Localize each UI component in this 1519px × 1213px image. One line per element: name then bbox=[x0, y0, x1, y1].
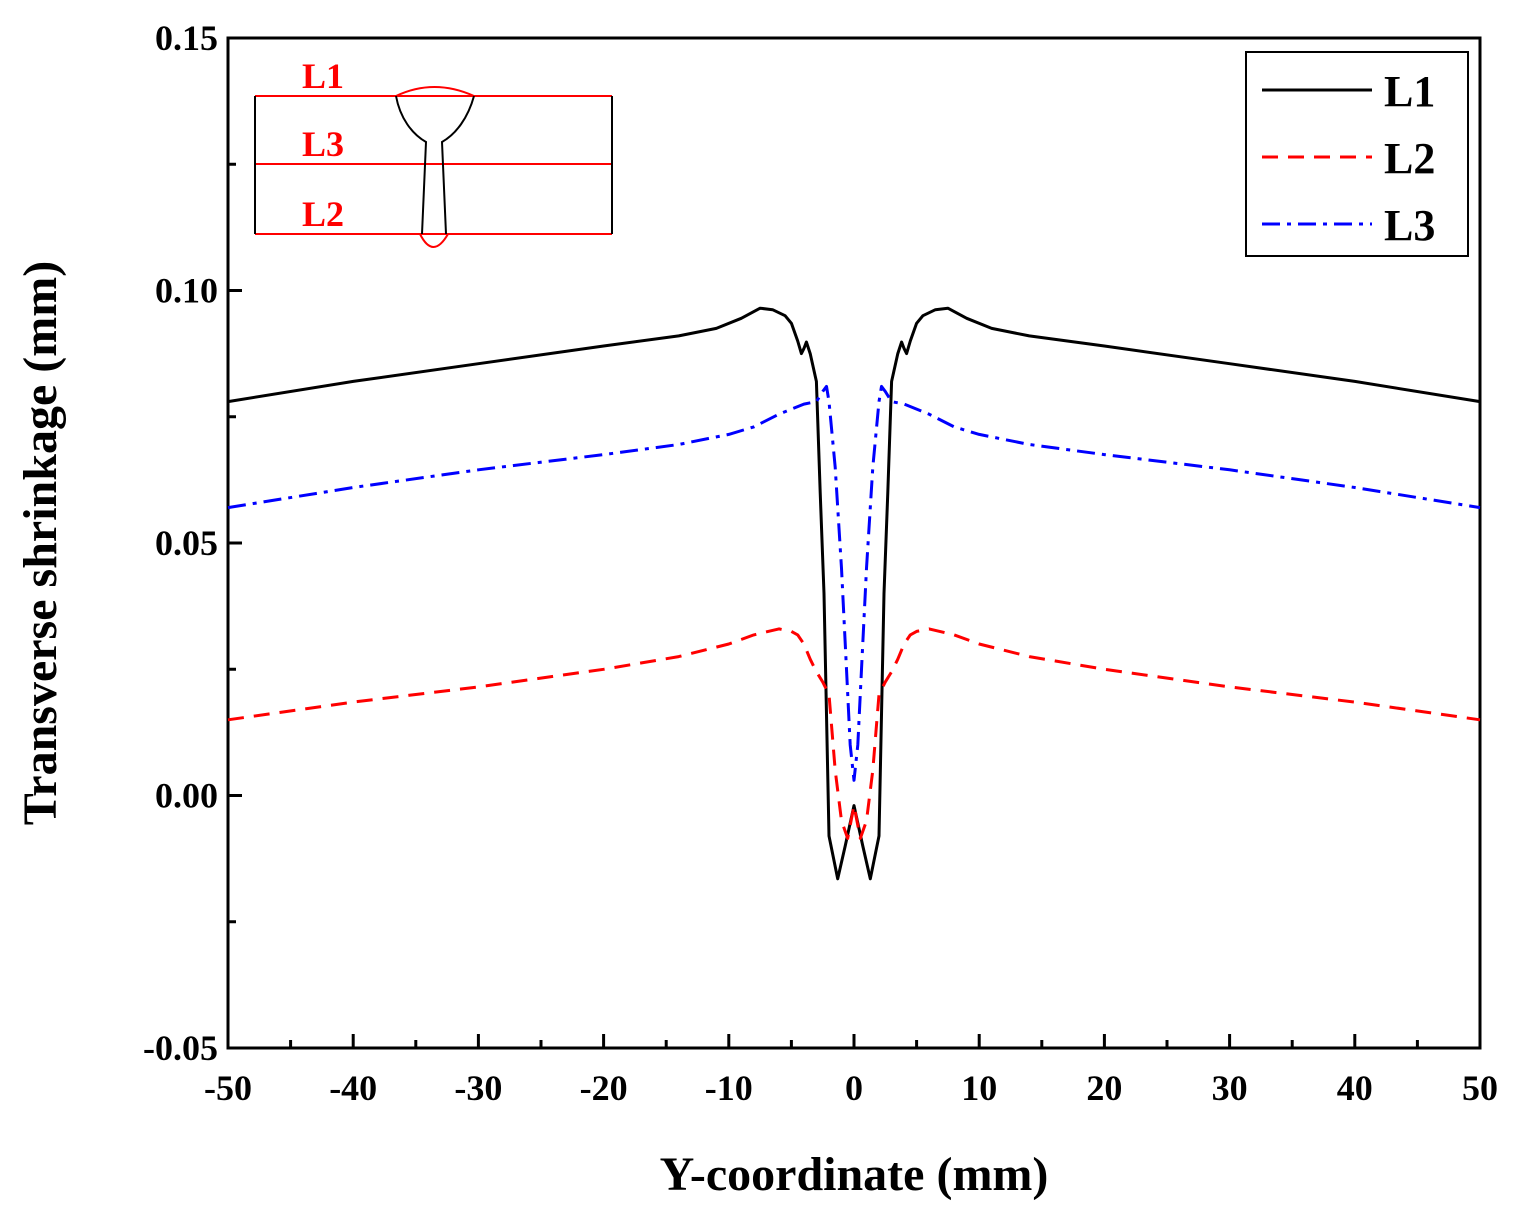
inset-label-l1: L1 bbox=[302, 56, 344, 96]
series-line-l1 bbox=[227, 306, 1481, 881]
weld-fusion-outline bbox=[395, 95, 475, 235]
weld-root-bulge bbox=[419, 233, 449, 248]
x-tick-label: 30 bbox=[1212, 1068, 1248, 1108]
legend-label-l3: L3 bbox=[1384, 201, 1435, 250]
series-line-l2 bbox=[227, 627, 1481, 840]
legend: L1 L2 L3 bbox=[1245, 51, 1469, 257]
legend-label-l2: L2 bbox=[1384, 134, 1435, 183]
y-axis: -0.05 0.00 0.05 0.10 0.15 bbox=[143, 18, 242, 1068]
y-tick-label: 0.10 bbox=[155, 271, 218, 311]
x-tick-label: 40 bbox=[1337, 1068, 1373, 1108]
y-tick-label: -0.05 bbox=[143, 1028, 218, 1068]
series-layer bbox=[227, 306, 1481, 881]
y-tick-label: 0.05 bbox=[155, 523, 218, 563]
x-tick-label: 10 bbox=[961, 1068, 997, 1108]
y-axis-title: Transverse shrinkage (mm) bbox=[14, 261, 67, 825]
x-axis: -50 -40 -30 -20 -10 0 10 20 30 40 50 bbox=[204, 1034, 1498, 1108]
x-tick-label: 20 bbox=[1086, 1068, 1122, 1108]
x-tick-label: -50 bbox=[204, 1068, 252, 1108]
x-tick-label: -20 bbox=[580, 1068, 628, 1108]
legend-label-l1: L1 bbox=[1384, 67, 1435, 116]
y-tick-label: 0.00 bbox=[155, 776, 218, 816]
x-tick-label: 0 bbox=[845, 1068, 863, 1108]
weld-inset-diagram: L1 L3 L2 bbox=[254, 56, 613, 248]
inset-label-l2: L2 bbox=[302, 194, 344, 234]
y-tick-label: 0.15 bbox=[155, 18, 218, 58]
x-tick-label: -40 bbox=[329, 1068, 377, 1108]
x-tick-label: 50 bbox=[1462, 1068, 1498, 1108]
x-axis-title: Y-coordinate (mm) bbox=[660, 1148, 1049, 1201]
inset-label-l3: L3 bbox=[302, 124, 344, 164]
x-tick-label: -10 bbox=[705, 1068, 753, 1108]
legend-box bbox=[1245, 51, 1469, 257]
weld-bead-cap bbox=[395, 86, 475, 97]
series-line-l3 bbox=[227, 384, 1481, 782]
x-tick-label: -30 bbox=[454, 1068, 502, 1108]
